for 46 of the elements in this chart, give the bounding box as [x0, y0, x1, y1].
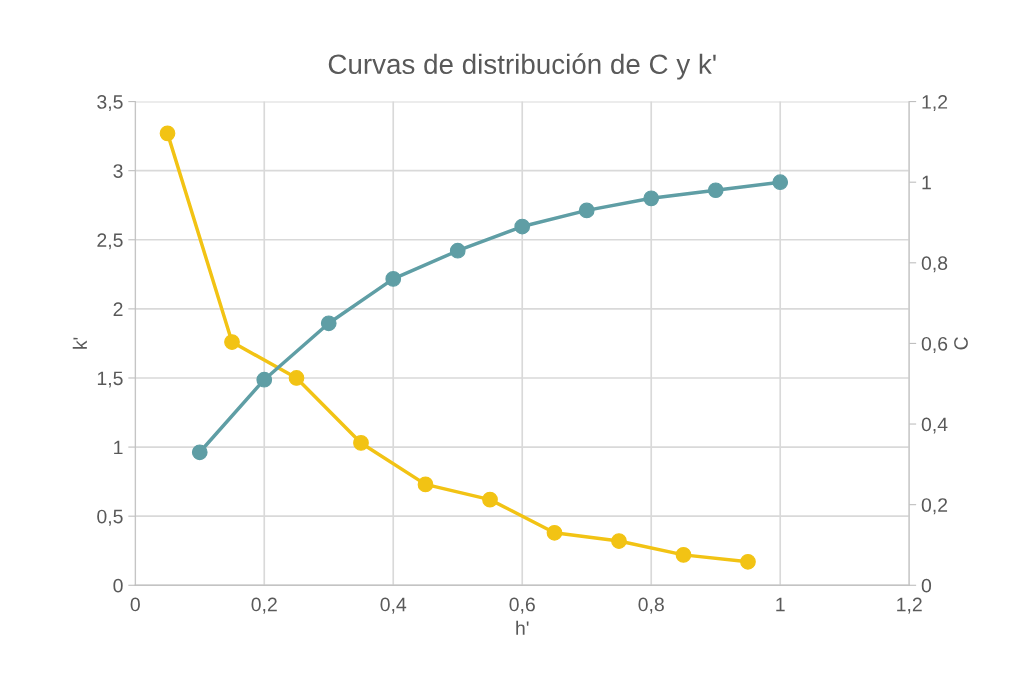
- point: [320, 315, 337, 332]
- x-tick-label: 0,2: [251, 597, 277, 614]
- chart-title: Curvas de distribución de C y k': [328, 53, 716, 80]
- y2-tick-label: 1,2: [922, 95, 948, 112]
- point: [643, 190, 660, 207]
- y2-tick-label: 0,4: [921, 417, 948, 434]
- x-tick-label: 1: [776, 597, 785, 612]
- point: [417, 476, 434, 493]
- y-axis-title: k': [72, 337, 87, 349]
- y2-axis-title: C: [954, 337, 968, 350]
- y-tick-label: 3: [113, 164, 123, 178]
- point: [772, 174, 789, 191]
- y2-tick-label: 0,6: [921, 336, 948, 353]
- y2-tick-label: 0,8: [921, 256, 948, 273]
- x-tick-label: 0: [130, 597, 140, 612]
- y2-tick-label: 0: [921, 578, 932, 593]
- point: [288, 370, 305, 386]
- y-tick-label: 3,5: [97, 95, 123, 112]
- y-tick-label: 1: [114, 440, 123, 455]
- x-tick-label: 1,2: [897, 597, 922, 614]
- y2-tick-label: 0,2: [921, 498, 948, 515]
- point: [482, 491, 498, 508]
- point: [224, 334, 240, 350]
- y-tick-label: 2: [113, 302, 123, 316]
- point: [578, 202, 595, 219]
- y-tick-label: 0,5: [97, 509, 123, 526]
- x-tick-label: 0,4: [380, 597, 407, 614]
- y2-tick-label: 1: [922, 175, 931, 190]
- x-axis-title: h': [516, 620, 529, 635]
- point: [385, 271, 402, 287]
- point: [449, 242, 466, 259]
- point: [353, 435, 369, 451]
- y-tick-label: 1,5: [97, 371, 123, 388]
- x-tick-label: 0,8: [638, 597, 664, 614]
- y-tick-label: 0: [113, 578, 123, 593]
- point: [707, 182, 724, 199]
- point: [514, 218, 531, 235]
- point: [191, 444, 208, 461]
- point: [159, 125, 176, 142]
- y-tick-label: 2,5: [97, 233, 123, 250]
- point: [256, 371, 273, 388]
- point: [675, 547, 692, 563]
- point: [611, 533, 627, 549]
- point: [740, 553, 756, 570]
- point: [546, 524, 563, 541]
- x-tick-label: 0,6: [509, 597, 535, 614]
